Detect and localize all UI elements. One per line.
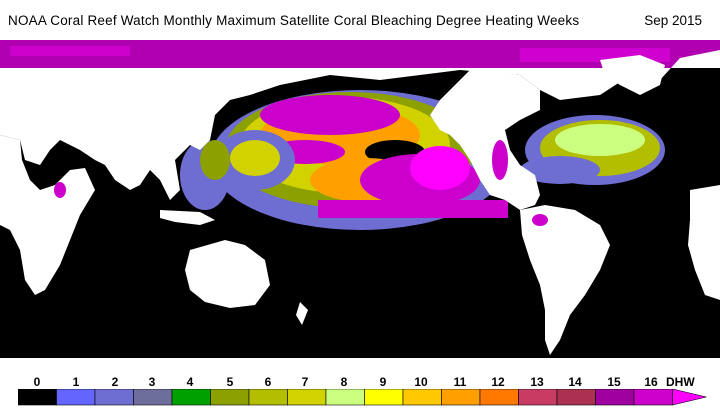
legend-unit: DHW — [666, 375, 695, 389]
australia — [185, 240, 270, 308]
legend-tick: 9 — [379, 375, 387, 389]
coastal-hotspots — [54, 140, 548, 226]
indonesia — [160, 210, 215, 225]
legend-tick: 11 — [453, 375, 467, 389]
land-masses — [0, 50, 720, 370]
color-legend: 0 1 2 3 4 5 6 7 8 9 10 11 12 13 14 15 16… — [0, 370, 720, 411]
legend-swatch — [441, 389, 481, 406]
north-atlantic-pattern — [520, 115, 665, 185]
antarctica — [0, 358, 720, 370]
new-zealand — [296, 302, 308, 325]
legend-tick: 2 — [111, 375, 119, 389]
legend-tick: 4 — [186, 375, 194, 389]
legend-swatch — [325, 389, 365, 406]
legend-tick: 13 — [530, 375, 544, 389]
world-map — [0, 40, 720, 370]
legend-tick: 10 — [414, 375, 428, 389]
legend-swatch — [633, 389, 673, 406]
legend-swatch — [595, 389, 635, 406]
legend-swatch — [18, 389, 57, 406]
legend-tick: 5 — [226, 375, 234, 389]
africa-east — [688, 185, 720, 300]
legend-tick: 14 — [568, 375, 582, 389]
legend-color-bar — [18, 389, 707, 406]
legend-tick: 7 — [301, 375, 309, 389]
legend-arrow — [672, 389, 707, 406]
legend-swatch — [248, 389, 288, 406]
title-bar: NOAA Coral Reef Watch Monthly Maximum Sa… — [0, 0, 720, 40]
legend-swatch — [133, 389, 173, 406]
north-pacific-pattern — [210, 90, 510, 230]
legend-swatch — [94, 389, 134, 406]
eurasia — [0, 50, 720, 200]
north-america — [430, 70, 540, 210]
legend-swatch — [479, 389, 519, 406]
legend-swatch — [518, 389, 558, 406]
legend-tick: 15 — [607, 375, 621, 389]
legend-swatch — [56, 389, 96, 406]
legend-swatch — [556, 389, 596, 406]
legend-tick: 12 — [491, 375, 505, 389]
legend-swatch — [171, 389, 211, 406]
legend-tick: 6 — [264, 375, 272, 389]
legend-swatch — [210, 389, 250, 406]
legend-swatch — [402, 389, 442, 406]
legend-tick: 1 — [72, 375, 80, 389]
legend-swatch — [364, 389, 404, 406]
legend-swatch — [287, 389, 327, 406]
west-pacific-pattern — [180, 140, 230, 210]
map-date: Sep 2015 — [644, 13, 702, 28]
legend-tick: 3 — [148, 375, 156, 389]
legend-tick: 16 — [644, 375, 658, 389]
greenland — [600, 55, 665, 95]
africa-west — [0, 135, 95, 295]
northern-heat-band — [0, 40, 720, 68]
south-america — [520, 205, 610, 355]
legend-tick: 0 — [33, 375, 41, 389]
map-title: NOAA Coral Reef Watch Monthly Maximum Sa… — [8, 13, 580, 28]
legend-tick: 8 — [340, 375, 348, 389]
